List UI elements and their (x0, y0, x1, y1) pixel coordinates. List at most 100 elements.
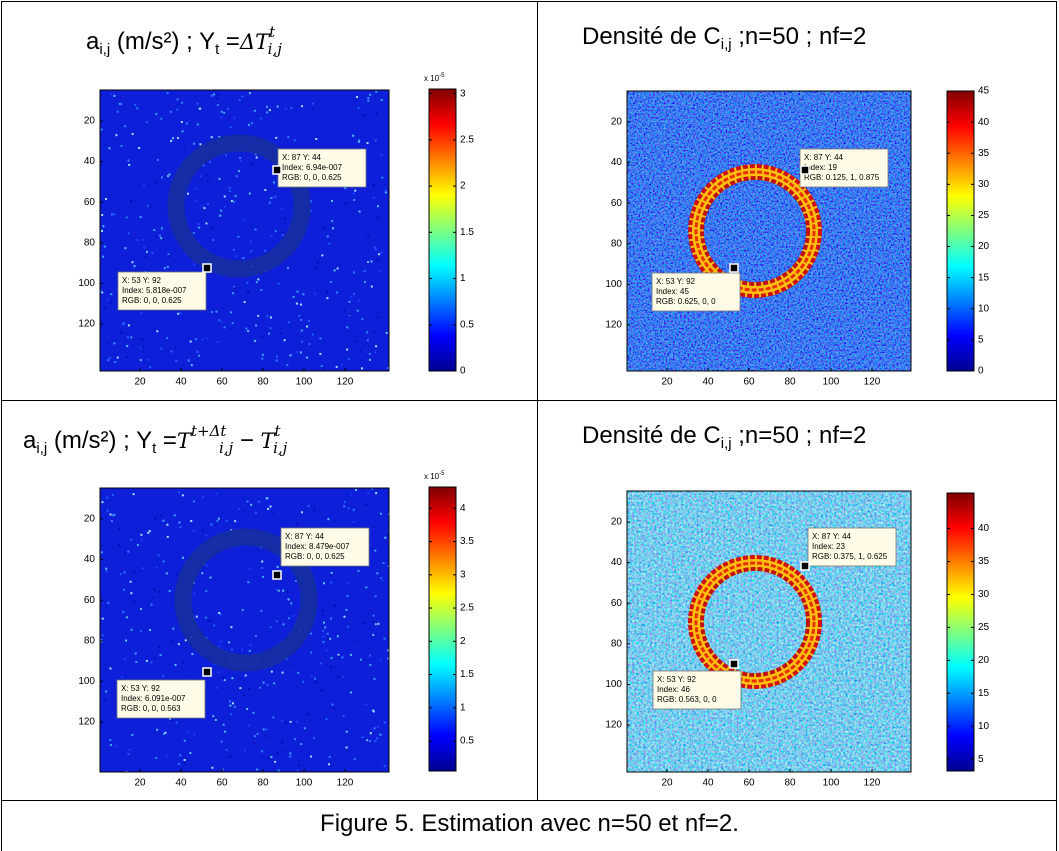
y-tick-label: 80 (611, 638, 623, 649)
speckle (374, 139, 377, 142)
speckle (239, 687, 242, 690)
speckle (105, 690, 108, 693)
panel: 20 40 60 80 100 120 20 40 60 80 100 120 5 10 15 20 25 30 3… (537, 400, 1059, 799)
table-border (1056, 1, 1057, 851)
speckle (230, 648, 233, 651)
speckle (375, 492, 378, 495)
y-tick-label: 20 (84, 514, 96, 525)
speckle (131, 261, 134, 264)
speckle (243, 749, 246, 752)
speckle (193, 592, 196, 595)
speckle (209, 576, 212, 579)
speckle (130, 336, 133, 339)
datatip-line: RGB: 0.563, 0, 0 (657, 695, 717, 704)
speckle (214, 718, 217, 721)
speckle (356, 95, 359, 98)
speckle (172, 627, 175, 630)
colorbar-tick-label: 40 (978, 117, 990, 128)
y-tick-label: 60 (84, 197, 96, 208)
speckle (269, 505, 272, 508)
datatip-marker (202, 263, 212, 273)
exponent-power: -5 (439, 73, 445, 79)
speckle (196, 123, 199, 126)
speckle (295, 350, 298, 353)
speckle (365, 503, 368, 506)
speckle (198, 354, 201, 357)
speckle (376, 725, 379, 728)
speckle (127, 159, 130, 162)
speckle (287, 598, 290, 601)
speckle (357, 569, 360, 572)
speckle (363, 270, 366, 273)
datatip-line: Index: 45 (656, 287, 689, 296)
speckle (212, 239, 215, 242)
speckle (116, 110, 119, 113)
speckle (275, 359, 278, 362)
title-segment: (m/s²) ; Y (110, 28, 216, 55)
speckle (133, 265, 136, 268)
speckle (163, 267, 166, 270)
speckle (313, 509, 316, 512)
speckle (289, 663, 292, 666)
speckle (286, 590, 289, 593)
title-segment: ;n=50 ; nf=2 (731, 23, 867, 50)
speckle (100, 551, 103, 554)
colorbar-tick-label: 20 (978, 241, 990, 252)
speckle (329, 581, 332, 584)
speckle (282, 589, 285, 592)
panel-title: ai,j (m/s²) ; Yt =ΔTti,j (86, 23, 282, 58)
speckle (242, 694, 245, 697)
x-tick-label: 60 (743, 778, 755, 789)
colorbar-tick-label: 30 (978, 589, 990, 600)
speckle (160, 514, 163, 517)
speckle (288, 321, 291, 324)
datatip-marker (729, 263, 739, 273)
speckle (255, 511, 258, 514)
title-segment: (m/s²) ; Y (47, 427, 153, 454)
speckle (275, 620, 278, 623)
speckle (273, 181, 276, 184)
speckle (224, 154, 227, 157)
speckle (230, 200, 233, 203)
speckle (322, 630, 325, 633)
speckle (192, 500, 195, 503)
speckle (220, 640, 223, 643)
speckle (272, 716, 275, 719)
plot-frame (626, 490, 912, 773)
speckle (193, 142, 196, 145)
speckle (261, 750, 264, 753)
datatip-line: RGB: 0, 0, 0.625 (282, 173, 342, 182)
speckle (257, 278, 260, 281)
plot-frame (99, 487, 390, 773)
speckle (255, 324, 258, 327)
speckle (177, 312, 180, 315)
speckle (340, 363, 343, 366)
speckle (320, 365, 323, 368)
datatip-marker (729, 659, 739, 669)
speckle (313, 292, 316, 295)
speckle (101, 501, 104, 504)
y-tick-label: 40 (84, 554, 96, 565)
y-tick-label: 60 (611, 598, 623, 609)
datatip-marker (272, 570, 282, 580)
speckle (312, 107, 315, 110)
speckle (231, 702, 234, 705)
speckle (337, 655, 340, 658)
speckle (183, 145, 186, 148)
speckle (248, 92, 251, 95)
ring-band (688, 555, 822, 689)
speckle (347, 582, 350, 585)
speckle (111, 514, 114, 517)
speckle (166, 535, 169, 538)
panel-graphic: 20 40 60 80 100 120 20 40 60 80 100 120 0 0.5 1 1.5 2 2.5… (78, 73, 474, 388)
y-tick-label: 20 (84, 116, 96, 127)
speckle (249, 644, 252, 647)
heatmap-image (627, 91, 911, 371)
speckle (345, 609, 348, 612)
speckle (357, 107, 360, 110)
speckle (330, 571, 333, 574)
datatip-marker (800, 165, 810, 175)
speckle (306, 356, 309, 359)
x-tick-label: 120 (864, 778, 881, 789)
